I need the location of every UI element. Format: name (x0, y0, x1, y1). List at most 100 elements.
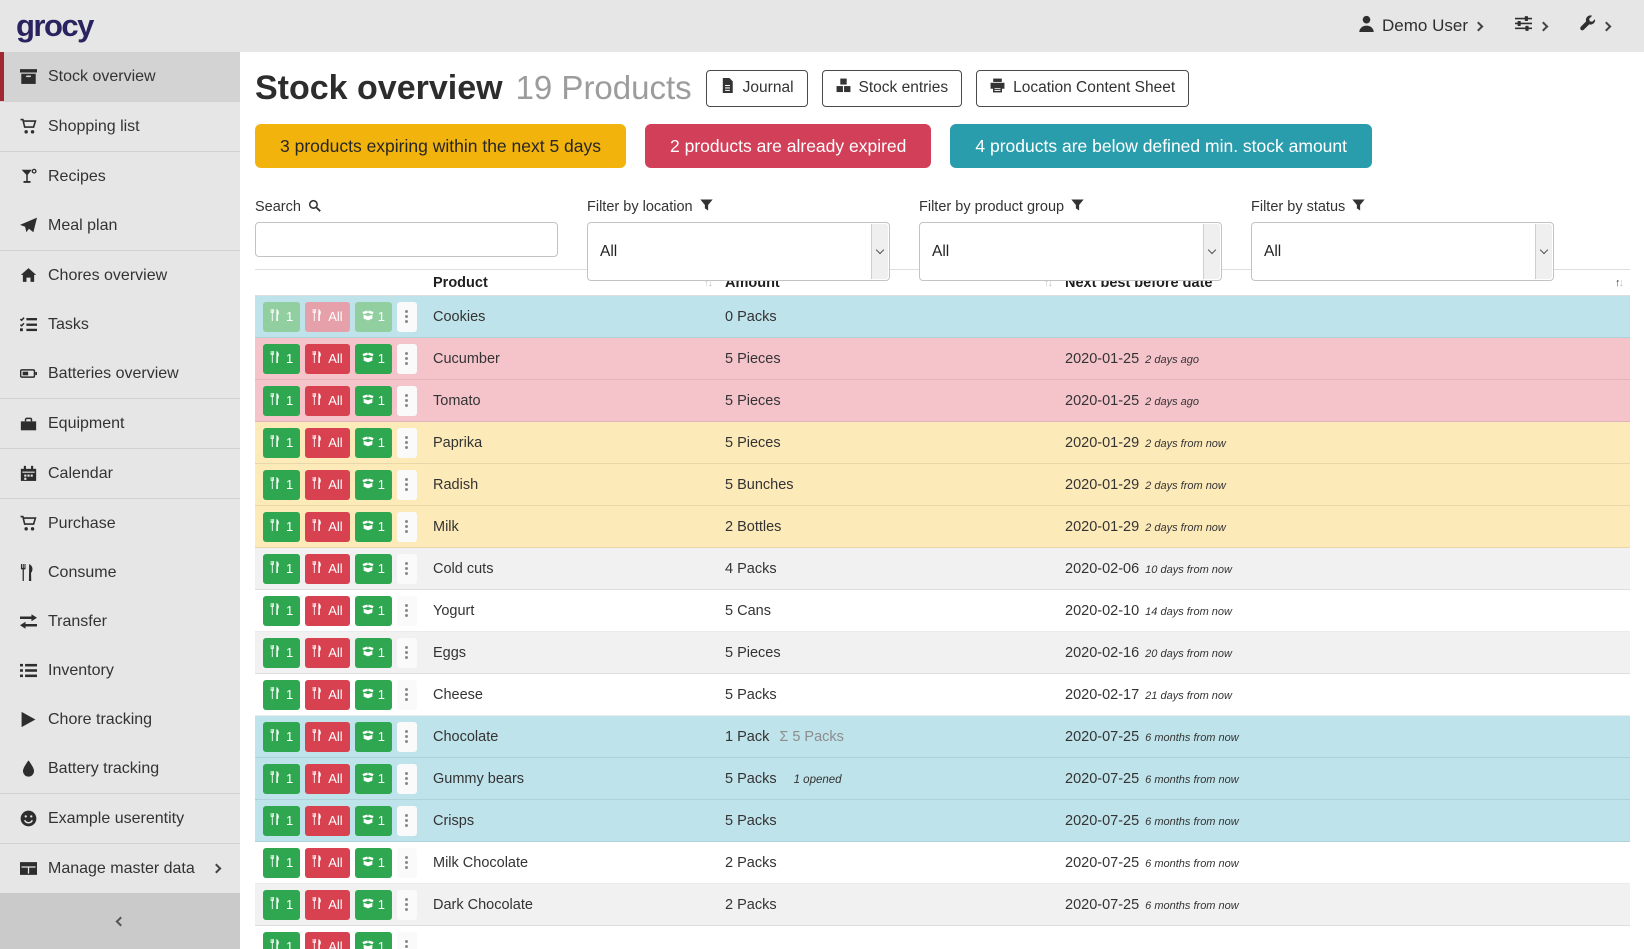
consume-one-button[interactable]: 1 (263, 805, 301, 836)
sidebar-item-purchase[interactable]: Purchase (0, 499, 240, 548)
product-group-filter-select[interactable]: All (919, 222, 1222, 281)
row-menu-button[interactable] (396, 847, 417, 878)
admin-menu[interactable] (1579, 15, 1612, 37)
row-menu-button[interactable] (396, 469, 417, 500)
row-menu-button[interactable] (396, 553, 417, 584)
row-menu-button[interactable] (396, 637, 417, 668)
sidebar-item-transfer[interactable]: Transfer (0, 597, 240, 646)
consume-one-button[interactable]: 1 (263, 637, 301, 668)
sidebar-item-calendar[interactable]: Calendar (0, 449, 240, 498)
open-one-button[interactable]: 1 (354, 301, 392, 332)
consume-one-button[interactable]: 1 (263, 343, 301, 374)
consume-all-button[interactable]: All (305, 637, 350, 668)
consume-one-button[interactable]: 1 (263, 511, 301, 542)
consume-one-button[interactable]: 1 (263, 385, 301, 416)
sidebar-item-tasks[interactable]: Tasks (0, 300, 240, 349)
consume-all-button[interactable]: All (305, 805, 350, 836)
consume-all-button[interactable]: All (305, 301, 350, 332)
open-one-button[interactable]: 1 (354, 889, 392, 920)
consume-one-button[interactable]: 1 (263, 469, 301, 500)
open-one-button[interactable]: 1 (354, 553, 392, 584)
consume-all-button[interactable]: All (305, 763, 350, 794)
open-one-button[interactable]: 1 (354, 847, 392, 878)
sidebar-item-equipment[interactable]: Equipment (0, 399, 240, 448)
sidebar-item-example-userentity[interactable]: Example userentity (0, 794, 240, 843)
consume-one-button[interactable]: 1 (263, 889, 301, 920)
open-one-button[interactable]: 1 (354, 805, 392, 836)
sidebar-item-shopping-list[interactable]: Shopping list (0, 102, 240, 151)
consume-all-button[interactable]: All (305, 931, 350, 949)
consume-one-button[interactable]: 1 (263, 553, 301, 584)
sidebar-item-manage-master-data[interactable]: Manage master data (0, 844, 240, 893)
consume-all-button[interactable]: All (305, 889, 350, 920)
open-one-button[interactable]: 1 (354, 721, 392, 752)
sidebar-item-meal-plan[interactable]: Meal plan (0, 201, 240, 250)
journal-button[interactable]: Journal (705, 69, 808, 107)
sidebar-item-battery-tracking[interactable]: Battery tracking (0, 744, 240, 793)
row-menu-button[interactable] (396, 805, 417, 836)
consume-all-button[interactable]: All (305, 721, 350, 752)
sidebar-item-chores-overview[interactable]: Chores overview (0, 251, 240, 300)
consume-all-button[interactable]: All (305, 469, 350, 500)
sidebar-item-chore-tracking[interactable]: Chore tracking (0, 695, 240, 744)
consume-one-button[interactable]: 1 (263, 679, 301, 710)
open-one-button[interactable]: 1 (354, 385, 392, 416)
row-menu-button[interactable] (396, 889, 417, 920)
open-one-button[interactable]: 1 (354, 763, 392, 794)
expired-alert-badge[interactable]: 2 products are already expired (645, 124, 932, 168)
row-menu-button[interactable] (396, 931, 417, 949)
consume-one-button[interactable]: 1 (263, 847, 301, 878)
collapse-sidebar-button[interactable] (0, 893, 240, 949)
product-column-header[interactable]: Product ↑ ↓ (433, 274, 713, 291)
best-before-cell: 2020-02-17 21 days from now (1065, 686, 1232, 703)
location-content-sheet-button[interactable]: Location Content Sheet (976, 69, 1190, 107)
utensils-icon (312, 729, 324, 744)
consume-all-button[interactable]: All (305, 595, 350, 626)
open-one-button[interactable]: 1 (354, 931, 392, 949)
open-one-button[interactable]: 1 (354, 637, 392, 668)
row-menu-button[interactable] (396, 763, 417, 794)
row-menu-button[interactable] (396, 679, 417, 710)
consume-one-button[interactable]: 1 (263, 595, 301, 626)
consume-all-button[interactable]: All (305, 427, 350, 458)
consume-one-button[interactable]: 1 (263, 301, 301, 332)
open-one-button[interactable]: 1 (354, 343, 392, 374)
sidebar-item-stock-overview[interactable]: Stock overview (0, 52, 240, 101)
consume-all-button[interactable]: All (305, 511, 350, 542)
row-menu-button[interactable] (396, 343, 417, 374)
row-menu-button[interactable] (396, 721, 417, 752)
row-menu-button[interactable] (396, 511, 417, 542)
consume-one-button[interactable]: 1 (263, 763, 301, 794)
consume-one-button[interactable]: 1 (263, 721, 301, 752)
open-one-button[interactable]: 1 (354, 469, 392, 500)
open-one-button[interactable]: 1 (354, 679, 392, 710)
settings-menu[interactable] (1514, 15, 1549, 37)
consume-one-button[interactable]: 1 (263, 931, 301, 949)
status-filter-select[interactable]: All (1251, 222, 1554, 281)
row-menu-button[interactable] (396, 385, 417, 416)
user-menu[interactable]: Demo User (1358, 15, 1484, 37)
sidebar-item-recipes[interactable]: Recipes (0, 152, 240, 201)
open-one-button[interactable]: 1 (354, 511, 392, 542)
stock-entries-button[interactable]: Stock entries (821, 69, 963, 107)
row-menu-button[interactable] (396, 301, 417, 332)
search-input[interactable] (256, 223, 557, 256)
consume-all-button[interactable]: All (305, 679, 350, 710)
consume-all-button[interactable]: All (305, 553, 350, 584)
app-logo[interactable]: grocy (16, 8, 94, 43)
location-filter-select[interactable]: All (587, 222, 890, 281)
sidebar-item-consume[interactable]: Consume (0, 548, 240, 597)
consume-all-button[interactable]: All (305, 847, 350, 878)
consume-all-button[interactable]: All (305, 343, 350, 374)
row-menu-button[interactable] (396, 427, 417, 458)
best-before-cell: 2020-01-25 2 days ago (1065, 392, 1199, 409)
open-one-button[interactable]: 1 (354, 427, 392, 458)
below-min-stock-alert-badge[interactable]: 4 products are below defined min. stock … (950, 124, 1372, 168)
expiring-alert-badge[interactable]: 3 products expiring within the next 5 da… (255, 124, 627, 168)
consume-one-button[interactable]: 1 (263, 427, 301, 458)
open-one-button[interactable]: 1 (354, 595, 392, 626)
row-menu-button[interactable] (396, 595, 417, 626)
sidebar-item-batteries-overview[interactable]: Batteries overview (0, 349, 240, 398)
sidebar-item-inventory[interactable]: Inventory (0, 646, 240, 695)
consume-all-button[interactable]: All (305, 385, 350, 416)
